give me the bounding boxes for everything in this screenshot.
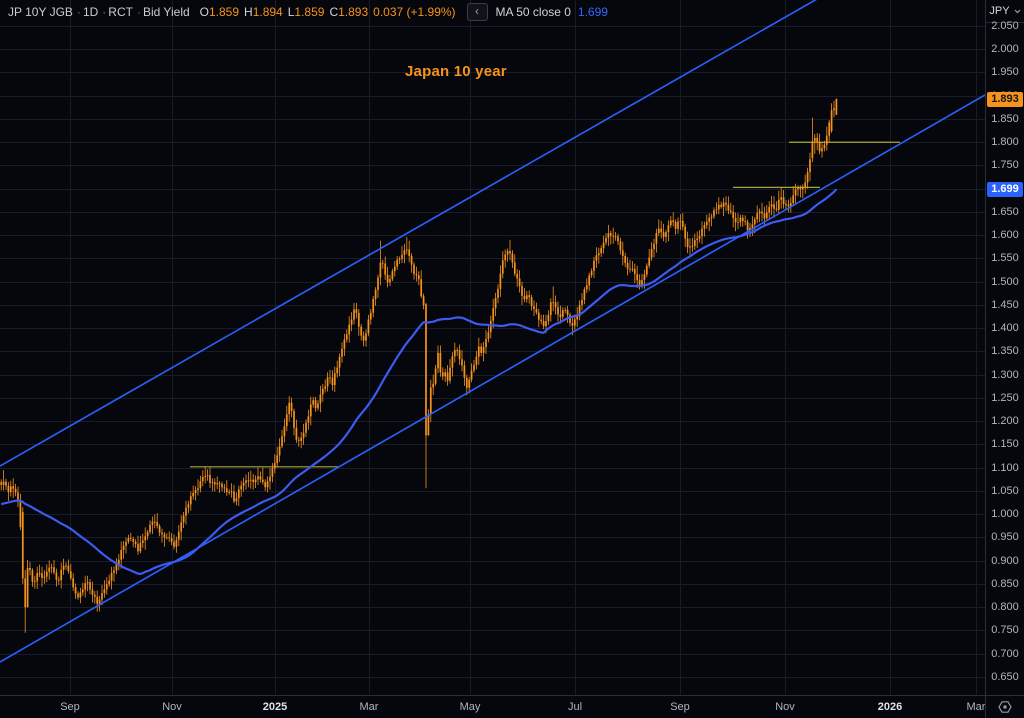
currency-label: JPY: [989, 5, 1010, 17]
time-axis[interactable]: Sep Nov 2025 Mar May Jul Sep Nov 2026 Mar: [0, 695, 985, 718]
price-tick-label: 1.250: [991, 391, 1019, 404]
price-tick-label: 1.200: [991, 415, 1019, 428]
scale-settings-button[interactable]: [985, 695, 1024, 718]
separator: ·: [102, 5, 107, 19]
price-tick-label: 1.800: [991, 136, 1019, 149]
chevron-down-icon: [1014, 9, 1021, 13]
price-tick-label: 0.700: [991, 647, 1019, 660]
exchange: RCT: [108, 5, 133, 19]
chart-annotation-title: Japan 10 year: [405, 63, 507, 80]
price-tick-label: 1.850: [991, 112, 1019, 125]
price-tick-label: 1.950: [991, 66, 1019, 79]
price-tick-label: 2.000: [991, 43, 1019, 56]
high-label: H: [244, 5, 253, 19]
ma-indicator-value: 1.699: [577, 5, 608, 19]
time-tick-label: Nov: [775, 701, 795, 713]
time-tick-label: 2026: [877, 701, 903, 713]
price-tick-label: 1.150: [991, 438, 1019, 451]
time-tick-label: May: [459, 701, 481, 713]
gear-icon: [998, 701, 1012, 713]
price-tick-label: 0.750: [991, 624, 1019, 637]
price-tick-label: 1.600: [991, 229, 1019, 242]
candlestick-chart: [0, 0, 985, 695]
time-tick-label: Mar: [966, 701, 986, 713]
currency-selector[interactable]: JPY: [986, 0, 1024, 23]
change-value: 0.037 (+1.99%): [373, 5, 456, 19]
separator: ·: [76, 5, 81, 19]
price-tick-label: 1.050: [991, 484, 1019, 497]
price-tick-label: 0.900: [991, 554, 1019, 567]
price-tick-label: 1.550: [991, 252, 1019, 265]
separator: ·: [136, 5, 141, 19]
time-tick-label: Nov: [162, 701, 182, 713]
ma-indicator-label[interactable]: MA 50 close 0: [495, 5, 571, 19]
high-value: 1.894: [252, 5, 283, 19]
price-tick-label: 0.650: [991, 670, 1019, 683]
price-tick-label: 1.500: [991, 275, 1019, 288]
symbol-legend: JP 10Y JGB · 1D · RCT · Bid Yield O 1.85…: [8, 3, 608, 21]
chart-plot-area[interactable]: [0, 0, 985, 695]
low-value: 1.859: [294, 5, 325, 19]
price-tick-label: 1.000: [991, 508, 1019, 521]
close-label: C: [329, 5, 339, 19]
time-tick-label: Sep: [60, 701, 80, 713]
open-value: 1.859: [209, 5, 240, 19]
price-tick-label: 1.350: [991, 345, 1019, 358]
symbol-title[interactable]: JP 10Y JGB: [8, 5, 73, 19]
ma-price-badge: 1.699: [987, 181, 1023, 197]
low-label: L: [287, 5, 295, 19]
price-tick-label: 1.300: [991, 368, 1019, 381]
open-label: O: [199, 5, 209, 19]
price-tick-label: 0.950: [991, 531, 1019, 544]
chevron-left-icon: ‹: [475, 4, 480, 18]
time-tick-label: Mar: [359, 701, 379, 713]
time-tick-label: Jul: [567, 701, 583, 713]
collapse-legend-button[interactable]: ‹: [466, 3, 488, 21]
price-tick-label: 1.100: [991, 461, 1019, 474]
series-type: Bid Yield: [142, 5, 190, 19]
price-tick-label: 1.650: [991, 205, 1019, 218]
price-tick-label: 1.450: [991, 298, 1019, 311]
price-tick-label: 0.850: [991, 577, 1019, 590]
timeframe[interactable]: 1D: [82, 5, 99, 19]
price-tick-label: 0.800: [991, 601, 1019, 614]
price-tick-label: 1.400: [991, 322, 1019, 335]
time-tick-label: Sep: [670, 701, 690, 713]
close-value: 1.893: [338, 5, 369, 19]
price-tick-label: 2.050: [991, 19, 1019, 32]
last-price-badge: 1.893: [987, 91, 1023, 107]
time-tick-label: 2025: [262, 701, 288, 713]
price-tick-label: 1.750: [991, 159, 1019, 172]
price-axis[interactable]: JPY 0.650 0.700 0.750 0.800 0.850 0.900 0.950 1…: [985, 0, 1024, 695]
